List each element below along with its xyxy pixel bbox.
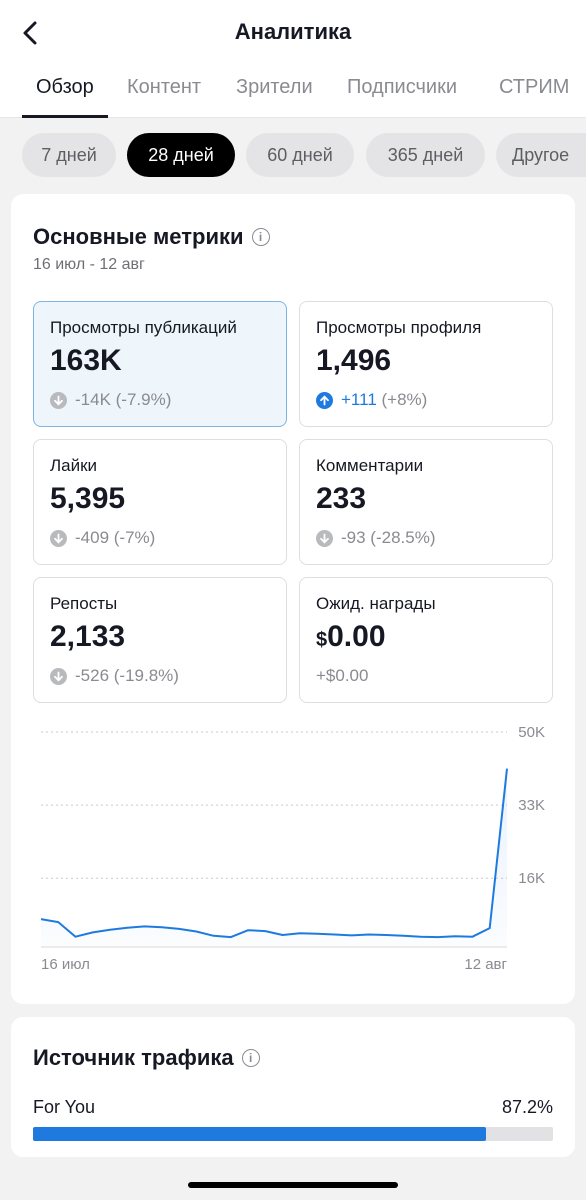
chart-area-fill	[41, 768, 507, 947]
metric-card-likes[interactable]: Лайки 5,395 -409 (-7%)	[33, 439, 287, 565]
metric-delta-text: -409 (-7%)	[75, 528, 156, 547]
views-line-chart[interactable]: 50K 33K 16K 16 июл 12 авг	[11, 724, 575, 984]
metric-delta: -526 (-19.8%)	[50, 666, 179, 686]
metric-card-post-views[interactable]: Просмотры публикаций 163K -14K (-7.9%)	[33, 301, 287, 427]
metric-delta-text: -526 (-19.8%)	[75, 666, 179, 685]
tab-followers[interactable]: Подписчики	[347, 76, 457, 118]
metric-delta: +111 (+8%)	[316, 390, 427, 410]
section-title-metrics: Основные метрики i	[33, 224, 270, 250]
metric-card-est-rewards[interactable]: Ожид. награды $0.00 +$0.00	[299, 577, 553, 703]
traffic-row-for-you: For You 87.2%	[33, 1097, 553, 1118]
section-title-traffic: Источник трафика i	[33, 1045, 260, 1071]
active-tab-underline	[22, 115, 108, 118]
currency-symbol: $	[316, 629, 328, 651]
tab-viewers[interactable]: Зрители	[236, 76, 313, 118]
metric-delta-percent: (+8%)	[381, 390, 428, 409]
metric-label: Просмотры профиля	[316, 318, 482, 337]
traffic-source-percent: 87.2%	[501, 1097, 553, 1117]
metric-delta: -93 (-28.5%)	[316, 528, 435, 548]
tab-label: СТРИМ	[499, 76, 570, 98]
traffic-source-label: For You	[33, 1097, 96, 1117]
arrow-down-icon	[316, 529, 333, 547]
back-icon[interactable]	[14, 16, 48, 50]
arrow-up-icon	[316, 391, 333, 409]
metric-delta-text: -93 (-28.5%)	[341, 528, 436, 547]
metric-label: Репосты	[50, 594, 118, 613]
chart-series-line	[40, 768, 508, 939]
traffic-progress-track	[33, 1127, 553, 1141]
date-range: 16 июл - 12 авг	[33, 256, 145, 273]
metric-value-number: 0.00	[327, 620, 386, 653]
chart-x-label-end: 12 авг	[464, 956, 507, 973]
section-title-text: Основные метрики	[33, 224, 244, 249]
tab-label: Подписчики	[347, 76, 458, 98]
metric-value: 163K	[50, 344, 122, 377]
tab-overview[interactable]: Обзор	[22, 76, 108, 118]
metric-label: Просмотры публикаций	[50, 318, 237, 337]
period-chip-60d[interactable]: 60 дней	[246, 133, 354, 177]
home-indicator	[188, 1182, 398, 1188]
tab-bar: Обзор Контент Зрители Подписчики СТРИМ	[0, 76, 586, 118]
metric-delta: +$0.00	[316, 666, 368, 686]
metric-value: 2,133	[50, 620, 126, 653]
metric-label: Комментарии	[316, 456, 424, 475]
metric-delta-text: -14K (-7.9%)	[75, 390, 172, 409]
period-chip-365d[interactable]: 365 дней	[366, 133, 485, 177]
metric-value: 1,496	[316, 344, 392, 377]
arrow-down-icon	[50, 529, 67, 547]
section-title-text: Источник трафика	[33, 1045, 234, 1070]
page-title: Аналитика	[234, 19, 352, 44]
metric-label: Ожид. награды	[316, 594, 436, 613]
metric-card-comments[interactable]: Комментарии 233 -93 (-28.5%)	[299, 439, 553, 565]
metric-card-profile-views[interactable]: Просмотры профиля 1,496 +111 (+8%)	[299, 301, 553, 427]
arrow-down-icon	[50, 391, 67, 409]
info-icon[interactable]: i	[251, 228, 270, 246]
tab-live[interactable]: СТРИМ	[499, 76, 569, 118]
chart-x-label-start: 16 июл	[41, 956, 90, 973]
metric-delta: -409 (-7%)	[50, 528, 155, 548]
key-metrics-card: Основные метрики i 16 июл - 12 авг Просм…	[11, 194, 575, 1004]
chart-y-tick-label: 16K	[518, 870, 545, 887]
info-icon[interactable]: i	[241, 1049, 260, 1067]
tab-label: Контент	[127, 76, 202, 98]
traffic-source-card: Источник трафика i For You 87.2%	[11, 1017, 575, 1157]
tab-label: Зрители	[236, 76, 313, 98]
metric-value: $0.00	[316, 620, 386, 654]
metric-label: Лайки	[50, 456, 98, 475]
tab-label: Обзор	[36, 76, 94, 98]
top-bar: Аналитика Обзор Контент Зрители Подписчи…	[0, 0, 586, 118]
period-chip-7d[interactable]: 7 дней	[22, 133, 116, 177]
tab-content[interactable]: Контент	[127, 76, 201, 118]
traffic-progress-fill	[33, 1127, 487, 1141]
metric-value: 5,395	[50, 482, 126, 515]
period-chip-28d[interactable]: 28 дней	[127, 133, 235, 177]
metric-delta: -14K (-7.9%)	[50, 390, 171, 410]
period-selector: 7 дней 28 дней 60 дней 365 дней Другое	[0, 133, 586, 179]
arrow-down-icon	[50, 667, 67, 685]
metric-value: 233	[316, 482, 367, 515]
metric-delta-number: +111	[341, 390, 377, 409]
metric-delta-text: +$0.00	[316, 666, 369, 685]
metric-card-shares[interactable]: Репосты 2,133 -526 (-19.8%)	[33, 577, 287, 703]
period-chip-custom[interactable]: Другое	[496, 133, 586, 177]
chart-y-tick-label: 33K	[518, 797, 545, 814]
chart-y-tick-label: 50K	[518, 724, 545, 741]
